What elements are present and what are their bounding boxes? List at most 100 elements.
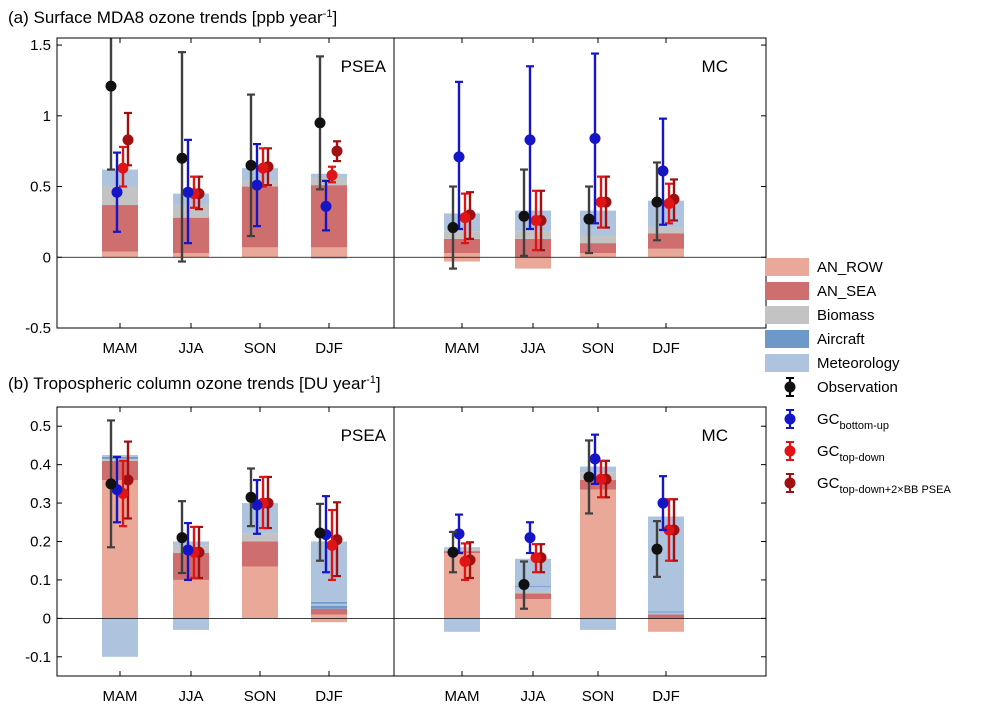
- stack-segment-biomass: [648, 227, 684, 234]
- legend-item-gc-bottom-up: GCbottom-up: [784, 409, 889, 432]
- data-point-gc-bottom-up: [589, 132, 601, 144]
- x-tick-label: MAM: [445, 340, 480, 357]
- legend-label: GCtop-down+2×BB PSEA: [817, 475, 951, 496]
- stack-segment-an-row: [102, 251, 138, 258]
- x-tick-label: JJA: [178, 688, 203, 705]
- x-tick-label: SON: [582, 340, 615, 357]
- data-point-observation: [518, 210, 530, 222]
- data-point-gc-bottom-up: [320, 200, 332, 212]
- x-tick-label: SON: [244, 688, 277, 705]
- legend-label: AN_ROW: [817, 259, 884, 276]
- stack-segment-meteorology: [444, 618, 480, 632]
- stack-segment-biomass: [580, 236, 616, 244]
- stack-segment-an-row: [444, 253, 480, 258]
- x-tick-label: MAM: [103, 340, 138, 357]
- data-point-gc-bottom-up: [524, 532, 536, 544]
- stack-segment-biomass: [515, 591, 551, 594]
- data-point-observation: [583, 471, 595, 483]
- data-point-gc-top-down: [530, 214, 542, 226]
- region-label-mc: MC: [702, 57, 728, 76]
- y-tick-label: -0.5: [25, 320, 51, 337]
- stack-segment-an-row: [102, 480, 138, 619]
- legend-label: GCtop-down: [817, 443, 885, 464]
- stack-segment-biomass: [515, 231, 551, 239]
- x-tick-label: DJF: [315, 340, 343, 357]
- y-tick-label: 0.2: [30, 534, 51, 551]
- stack-segment-meteorology: [648, 612, 684, 615]
- data-point-observation: [314, 117, 326, 129]
- stack-segment-meteorology: [102, 169, 138, 187]
- legend-item-biomass: Biomass: [765, 306, 875, 324]
- data-point-observation: [314, 527, 326, 539]
- data-point-gc-top-down-2xbb: [122, 134, 134, 146]
- legend-marker: [784, 477, 796, 489]
- data-point-gc-top-down: [326, 539, 338, 551]
- chart-panel-a: (a) Surface MDA8 ozone trends [ppb year-…: [8, 8, 767, 357]
- region-label-psea: PSEA: [341, 57, 387, 76]
- stack-segment-an-sea: [648, 614, 684, 619]
- data-point-observation: [105, 478, 117, 490]
- data-point-gc-top-down: [326, 169, 338, 181]
- legend-swatch: [765, 282, 809, 300]
- stack-segment-biomass: [444, 231, 480, 239]
- data-point-observation: [176, 532, 188, 544]
- y-tick-label: 0: [43, 249, 51, 266]
- stack-segment-an-sea: [515, 238, 551, 258]
- stack-segment-an-row: [648, 248, 684, 258]
- legend-swatch: [765, 330, 809, 348]
- legend-swatch: [765, 354, 809, 372]
- stack-segment-meteorology: [515, 586, 551, 592]
- plot-area: [57, 419, 766, 657]
- y-tick-label: 1.5: [30, 37, 51, 54]
- data-point-gc-bottom-up: [453, 528, 465, 540]
- x-tick-label: DJF: [652, 340, 680, 357]
- data-point-gc-top-down: [595, 196, 607, 208]
- data-point-gc-top-down-2xbb: [331, 145, 343, 157]
- legend-label: Observation: [817, 379, 898, 396]
- stack-segment-meteorology: [102, 618, 138, 657]
- stack-segment-meteorology: [580, 466, 616, 473]
- x-tick-label: MAM: [103, 688, 138, 705]
- legend-swatch: [765, 258, 809, 276]
- x-tick-label: SON: [582, 688, 615, 705]
- plot-frame: [56, 37, 767, 329]
- data-point-gc-top-down: [459, 212, 471, 224]
- chart-title: (b) Tropospheric column ozone trends [DU…: [8, 374, 381, 393]
- stack-segment-an-row: [173, 579, 209, 619]
- stack-segment-meteorology: [173, 541, 209, 546]
- data-point-gc-bottom-up: [182, 544, 194, 556]
- data-point-gc-bottom-up: [524, 134, 536, 146]
- data-point-gc-top-down: [595, 473, 607, 485]
- data-point-gc-top-down-2xbb: [122, 474, 134, 486]
- legend-marker: [784, 413, 796, 425]
- stack-segment-meteorology: [311, 603, 347, 606]
- stack-segment-an-row: [311, 614, 347, 619]
- stack-segment-an-sea: [173, 217, 209, 254]
- x-tick-label: SON: [244, 340, 277, 357]
- data-point-observation: [651, 543, 663, 555]
- chart-title: (a) Surface MDA8 ozone trends [ppb year-…: [8, 8, 337, 27]
- y-tick-label: 0: [43, 610, 51, 627]
- data-point-observation: [245, 159, 257, 171]
- stack-segment-an-sea: [173, 553, 209, 580]
- data-point-gc-bottom-up: [657, 497, 669, 509]
- data-point-observation: [583, 213, 595, 225]
- data-point-gc-top-down: [663, 198, 675, 210]
- stack-segment-an-sea: [242, 541, 278, 567]
- stack-segment-an-row: [173, 253, 209, 258]
- data-point-observation: [651, 196, 663, 208]
- data-point-gc-top-down: [257, 162, 269, 174]
- y-tick-label: 1: [43, 108, 51, 125]
- data-point-gc-top-down: [530, 552, 542, 564]
- data-point-observation: [447, 546, 459, 558]
- region-label-mc: MC: [702, 426, 728, 445]
- y-tick-label: 0.5: [30, 418, 51, 435]
- stack-segment-an-row: [242, 247, 278, 258]
- stack-segment-an-row: [311, 618, 347, 623]
- stack-segment-meteorology: [311, 257, 347, 259]
- legend-label: AN_SEA: [817, 283, 876, 300]
- legend-marker: [784, 381, 796, 393]
- stack-segment-an-sea: [515, 593, 551, 600]
- x-tick-label: JJA: [520, 340, 545, 357]
- data-point-gc-bottom-up: [251, 499, 263, 511]
